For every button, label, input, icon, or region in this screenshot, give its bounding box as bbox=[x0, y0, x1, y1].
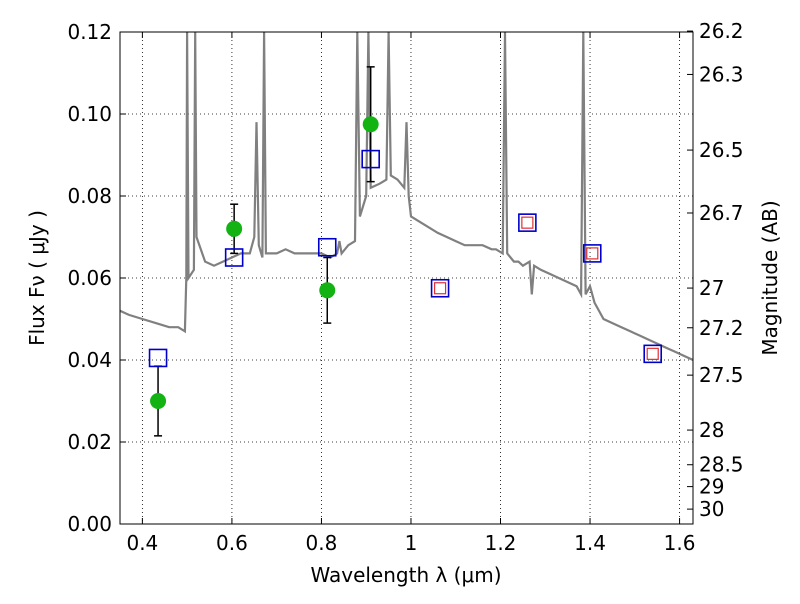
y-axis-ticks: 0.00 0.02 0.04 0.06 0.08 0.10 0.12 bbox=[67, 20, 126, 536]
observed-point bbox=[226, 220, 243, 237]
y-tick-label: 0.04 bbox=[67, 348, 112, 372]
model-inner-point bbox=[646, 347, 659, 360]
x-tick-label: 1.2 bbox=[485, 531, 517, 555]
y-axis-label: Flux Fν ( μJy ) bbox=[25, 210, 49, 346]
y-tick-label: 0.00 bbox=[67, 512, 112, 536]
model-inner-point bbox=[521, 216, 534, 229]
y-tick-label: 0.10 bbox=[67, 102, 112, 126]
right-tick-label: 30 bbox=[699, 497, 724, 521]
observed-point bbox=[362, 116, 379, 133]
model-point bbox=[430, 278, 450, 298]
model-point bbox=[361, 149, 380, 169]
x-axis-label: Wavelength λ (μm) bbox=[310, 563, 501, 587]
y-tick-label: 0.02 bbox=[67, 430, 112, 454]
model-point bbox=[317, 237, 337, 257]
model-point bbox=[582, 244, 602, 263]
x-tick-label: 1.6 bbox=[664, 531, 696, 555]
right-axis-label: Magnitude (AB) bbox=[758, 200, 782, 355]
model-inner-point bbox=[586, 247, 599, 260]
y-tick-label: 0.12 bbox=[67, 20, 112, 44]
right-tick-label: 26.3 bbox=[699, 62, 744, 86]
y-tick-label: 0.06 bbox=[67, 266, 112, 290]
x-tick-label: 1.4 bbox=[574, 531, 606, 555]
model-point bbox=[518, 213, 537, 232]
x-tick-label: 0.4 bbox=[126, 531, 158, 555]
right-tick-label: 28 bbox=[699, 418, 724, 442]
observed-point bbox=[150, 393, 167, 409]
observed-point bbox=[319, 282, 336, 299]
y-tick-label: 0.08 bbox=[67, 184, 112, 208]
x-axis-ticks: 0.4 0.6 0.8 1 1.2 1.4 1.6 bbox=[126, 32, 695, 555]
model-point bbox=[643, 344, 663, 364]
right-tick-label: 28.5 bbox=[699, 453, 744, 477]
model-inner-point bbox=[433, 282, 447, 295]
x-tick-label: 0.8 bbox=[306, 531, 338, 555]
x-tick-label: 0.6 bbox=[216, 531, 248, 555]
x-tick-label: 1 bbox=[405, 531, 418, 555]
right-tick-label: 26.5 bbox=[699, 138, 744, 162]
spectrum-series bbox=[120, 32, 693, 362]
model-point bbox=[224, 248, 244, 267]
model-point bbox=[148, 348, 168, 368]
right-tick-label: 29 bbox=[699, 475, 724, 499]
right-tick-label: 27 bbox=[699, 276, 724, 300]
right-tick-label: 27.5 bbox=[699, 363, 744, 387]
spectrum-line bbox=[120, 32, 693, 362]
model-markers bbox=[148, 149, 663, 368]
grid bbox=[120, 31, 693, 525]
observed-markers bbox=[150, 116, 379, 409]
right-tick-label: 27.2 bbox=[699, 316, 744, 340]
plot-frame bbox=[119, 31, 694, 525]
right-tick-label: 26.2 bbox=[699, 19, 744, 43]
right-tick-label: 26.7 bbox=[699, 201, 744, 225]
